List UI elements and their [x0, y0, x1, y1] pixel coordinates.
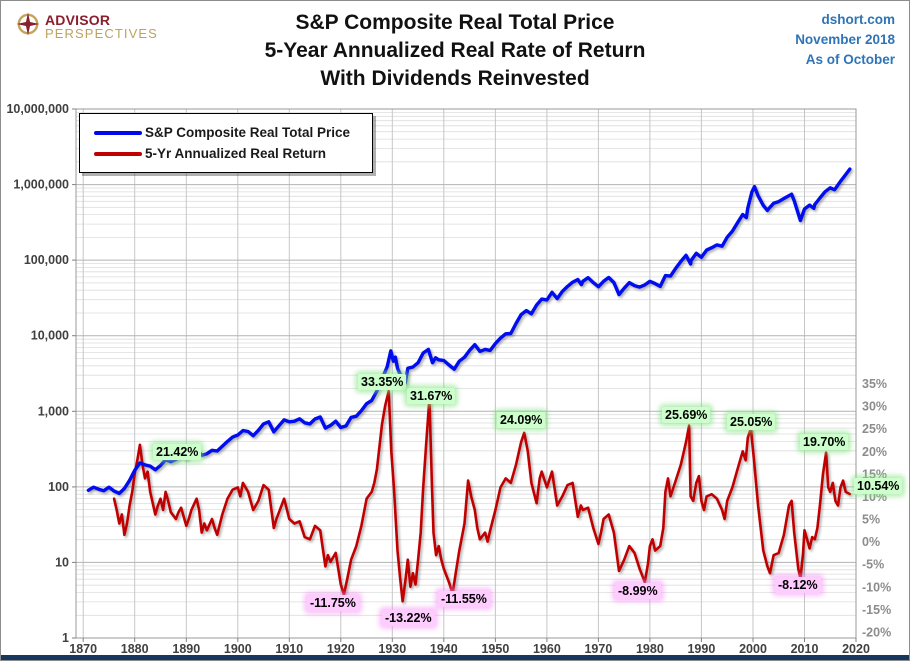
svg-text:30%: 30%	[862, 400, 887, 414]
svg-text:1910: 1910	[275, 642, 303, 656]
svg-text:1: 1	[62, 631, 69, 645]
svg-text:100: 100	[48, 480, 69, 494]
svg-text:0%: 0%	[862, 535, 880, 549]
svg-text:1900: 1900	[224, 642, 252, 656]
compass-icon	[15, 11, 41, 42]
logo-text-advisor: ADVISOR	[45, 11, 111, 28]
svg-text:1880: 1880	[121, 642, 149, 656]
svg-text:-15%: -15%	[862, 603, 891, 617]
legend-item-price: S&P Composite Real Total Price	[94, 122, 366, 143]
price-line-swatch	[94, 130, 142, 135]
svg-text:1980: 1980	[636, 642, 664, 656]
svg-text:2000: 2000	[739, 642, 767, 656]
bottom-accent-bar	[1, 655, 909, 660]
svg-text:10,000,000: 10,000,000	[6, 102, 69, 116]
svg-text:5%: 5%	[862, 513, 880, 527]
annotation-peak-33.35: 33.35%	[358, 374, 407, 390]
svg-text:10: 10	[55, 555, 69, 569]
annotation-peak-10.54: 10.54%	[854, 478, 903, 494]
title-line-2: 5-Year Annualized Real Rate of Return	[264, 39, 646, 62]
return-line-swatch	[94, 151, 142, 156]
legend-item-return: 5-Yr Annualized Real Return	[94, 143, 366, 164]
svg-text:2010: 2010	[791, 642, 819, 656]
logo-text-perspectives: PERSPECTIVES	[45, 25, 158, 41]
svg-text:-10%: -10%	[862, 580, 891, 594]
svg-text:35%: 35%	[862, 377, 887, 391]
svg-text:1930: 1930	[378, 642, 406, 656]
annotation-peak-24.09: 24.09%	[497, 412, 546, 428]
title-line-1: S&P Composite Real Total Price	[295, 11, 615, 34]
svg-text:1890: 1890	[172, 642, 200, 656]
svg-text:15%: 15%	[862, 467, 887, 481]
svg-text:1950: 1950	[481, 642, 509, 656]
svg-text:10,000: 10,000	[31, 329, 69, 343]
svg-text:100,000: 100,000	[24, 253, 69, 267]
svg-text:1,000: 1,000	[38, 404, 69, 418]
svg-text:25%: 25%	[862, 422, 887, 436]
chart-title: S&P Composite Real Total Price 5-Year An…	[1, 9, 909, 93]
annotation-trough--8.99: -8.99%	[615, 583, 661, 599]
svg-text:20%: 20%	[862, 445, 887, 459]
source-site: dshort.com	[821, 12, 895, 27]
annotation-peak-25.05: 25.05%	[727, 414, 776, 430]
svg-text:1990: 1990	[687, 642, 715, 656]
svg-text:1940: 1940	[430, 642, 458, 656]
legend-label-return: 5-Yr Annualized Real Return	[145, 146, 327, 161]
source-date: November 2018	[795, 32, 895, 47]
svg-text:-5%: -5%	[862, 558, 884, 572]
svg-text:1920: 1920	[327, 642, 355, 656]
annotation-trough--13.22: -13.22%	[382, 610, 435, 626]
advisor-perspectives-logo: ADVISOR PERSPECTIVES	[15, 11, 158, 42]
annotation-trough--8.12: -8.12%	[775, 577, 821, 593]
source-asof: As of October	[805, 52, 895, 67]
annotation-peak-25.69: 25.69%	[662, 407, 711, 423]
svg-text:1870: 1870	[69, 642, 97, 656]
annotation-peak-31.67: 31.67%	[407, 388, 456, 404]
annotation-trough--11.75: -11.75%	[307, 595, 359, 611]
title-line-3: With Dividends Reinvested	[320, 67, 590, 90]
svg-text:-20%: -20%	[862, 625, 891, 639]
legend-label-price: S&P Composite Real Total Price	[145, 125, 351, 140]
annotation-trough--11.55: -11.55%	[438, 591, 490, 607]
source-attribution: dshort.com November 2018 As of October	[795, 10, 895, 70]
annotation-peak-19.70: 19.70%	[800, 434, 849, 450]
annotation-peak-21.42: 21.42%	[153, 444, 202, 460]
legend-box: S&P Composite Real Total Price 5-Yr Annu…	[79, 113, 373, 173]
svg-text:1970: 1970	[584, 642, 612, 656]
svg-text:1,000,000: 1,000,000	[13, 178, 69, 192]
svg-text:2020: 2020	[842, 642, 870, 656]
svg-text:1960: 1960	[533, 642, 561, 656]
